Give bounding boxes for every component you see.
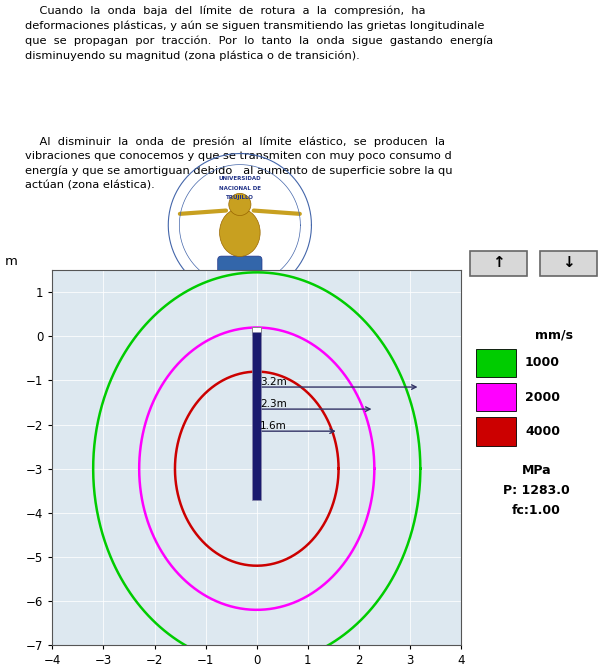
- Text: m: m: [6, 255, 18, 268]
- Bar: [252, 327, 261, 335]
- FancyBboxPatch shape: [470, 251, 526, 276]
- Text: 4000: 4000: [525, 425, 560, 438]
- Text: TRUJILLO: TRUJILLO: [226, 196, 254, 200]
- Text: 1000: 1000: [525, 356, 560, 370]
- Bar: [476, 383, 517, 411]
- Text: P: 1283.0: P: 1283.0: [503, 484, 570, 497]
- Bar: [476, 349, 517, 377]
- Text: 3.2m: 3.2m: [260, 377, 287, 387]
- Text: Cuando  la  onda  baja  del  límite  de  rotura  a  la  compresión,  ha
deformac: Cuando la onda baja del límite de rotura…: [25, 5, 493, 61]
- FancyBboxPatch shape: [218, 256, 262, 290]
- FancyArrowPatch shape: [180, 210, 226, 214]
- Text: ↓: ↓: [562, 255, 575, 270]
- Text: fc:1.00: fc:1.00: [512, 504, 561, 517]
- Circle shape: [229, 194, 251, 216]
- Bar: [252, 332, 261, 499]
- Text: mm/s: mm/s: [535, 329, 573, 341]
- Text: MPa: MPa: [522, 464, 552, 476]
- Ellipse shape: [220, 208, 260, 257]
- Bar: [476, 417, 517, 446]
- X-axis label: m: m: [250, 671, 263, 672]
- Text: ↑: ↑: [492, 255, 504, 270]
- Text: UNIVERSIDAD: UNIVERSIDAD: [218, 176, 261, 181]
- Text: 2000: 2000: [525, 390, 560, 404]
- Text: 1.6m: 1.6m: [260, 421, 287, 431]
- FancyBboxPatch shape: [540, 251, 597, 276]
- FancyArrowPatch shape: [254, 210, 300, 214]
- Text: Al  disminuir  la  onda  de  presión  al  límite  elástico,  se  producen  la
vi: Al disminuir la onda de presión al límit…: [25, 136, 452, 191]
- Text: 2.3m: 2.3m: [260, 399, 287, 409]
- Text: NACIONAL DE: NACIONAL DE: [219, 185, 261, 191]
